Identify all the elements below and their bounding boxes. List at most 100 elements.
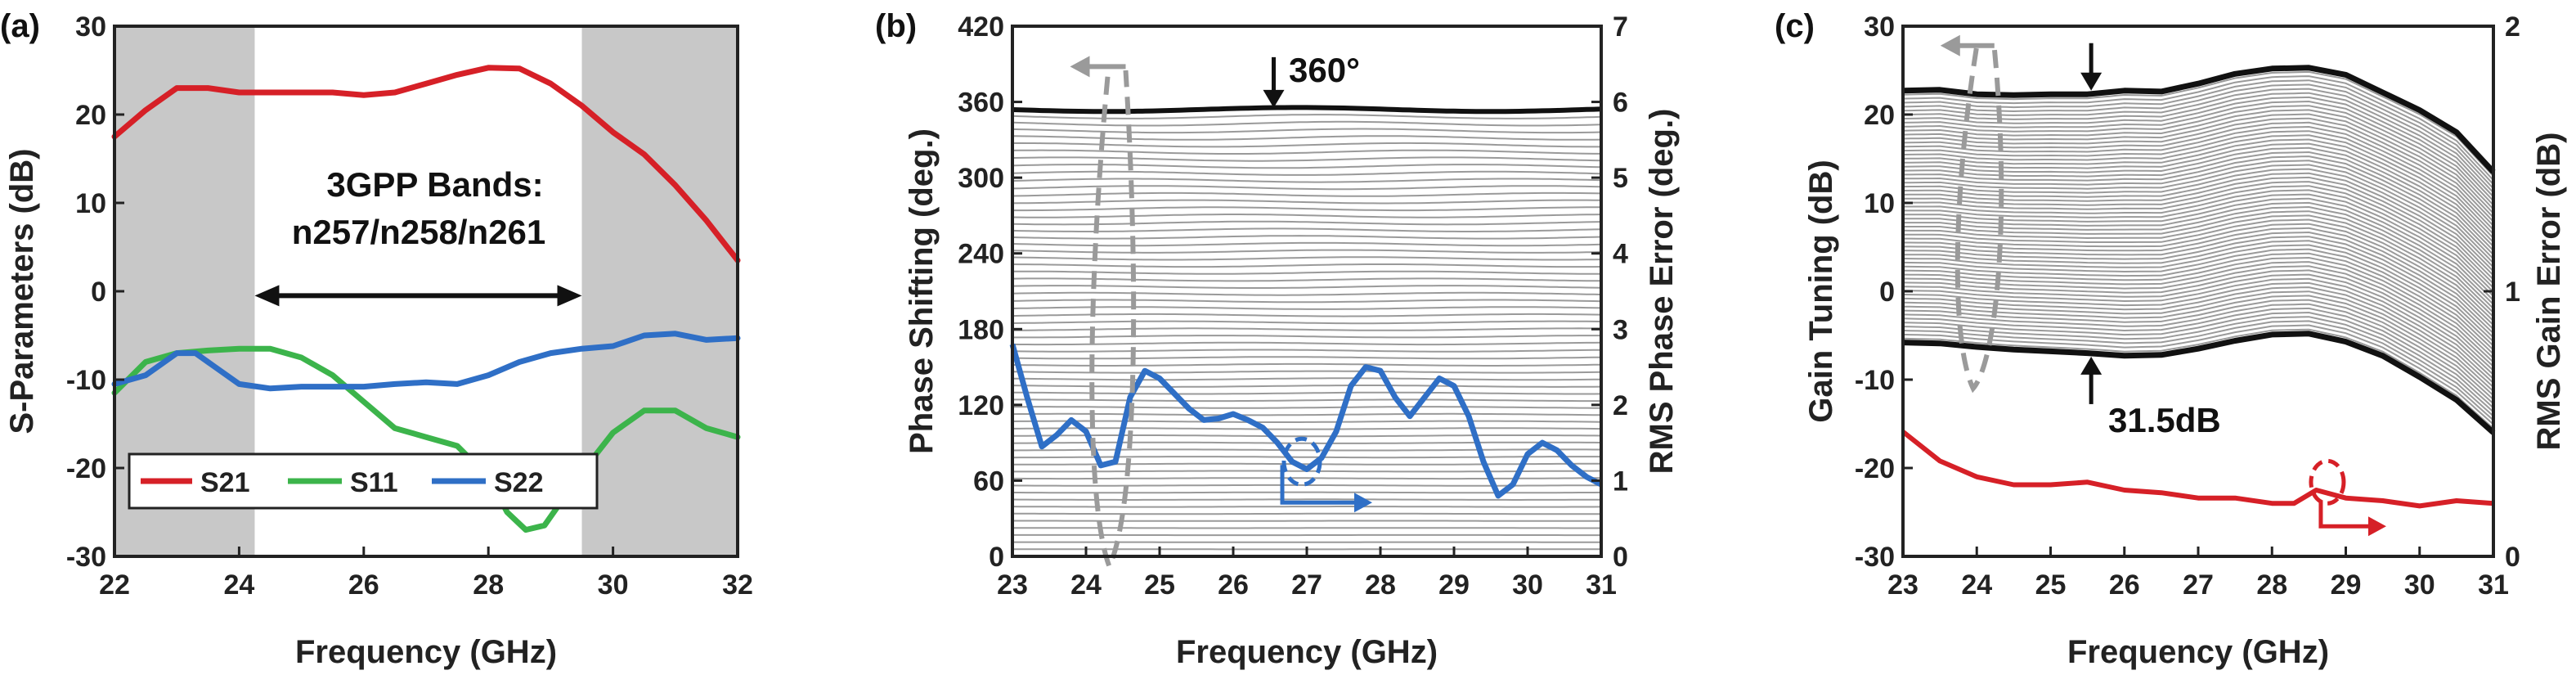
y2-tick-label: 5 — [1613, 163, 1628, 194]
panel-b-ylabel: Phase Shifting (deg.) — [904, 128, 940, 454]
shaded-band — [581, 26, 738, 556]
y2-tick-label: 2 — [2505, 11, 2520, 43]
y-tick-label: 0 — [1879, 277, 1895, 308]
gain-state-curve — [1902, 328, 2494, 430]
gain-state-curve — [1902, 295, 2494, 397]
panel-a-ticks: 22 24 26 28 30 32 -30 -20 -10 0 10 20 30 — [66, 11, 753, 601]
y-tick-label: 10 — [75, 188, 106, 219]
gain-state-curve — [1902, 303, 2494, 405]
phase-360-label: 360° — [1289, 51, 1360, 89]
legend-s11-label: S11 — [350, 467, 398, 498]
phase-state-curve — [1012, 285, 1602, 289]
panel-b-state-curves — [1012, 105, 1602, 557]
x-tick-label: 25 — [1144, 569, 1175, 601]
y-tick-label: -10 — [66, 365, 106, 396]
phase-state-curve — [1012, 385, 1602, 388]
series-s21-line — [111, 65, 741, 263]
x-tick-label: 23 — [1887, 569, 1919, 601]
y-tick-label: 300 — [958, 163, 1004, 194]
gain-range-label: 31.5dB — [2108, 401, 2221, 439]
panel-b-xlabel: Frequency (GHz) — [1176, 634, 1438, 670]
y2-tick-label: 1 — [2505, 277, 2520, 308]
phase-state-curve — [1012, 506, 1602, 508]
gain-state-curve — [1902, 70, 2494, 177]
phase-state-curve — [1012, 235, 1602, 240]
phase-state-curve — [1012, 341, 1602, 346]
panel-a-series — [111, 65, 741, 533]
x-tick-label: 26 — [1218, 569, 1249, 601]
bands-annotation-line1: 3GPP Bands: — [326, 165, 543, 204]
phase-state-curve — [1012, 377, 1602, 381]
red-arrow-head — [2367, 516, 2386, 537]
phase-state-curve — [1012, 291, 1602, 296]
phase-state-curve — [1012, 427, 1602, 430]
phase-state-curve — [1012, 398, 1601, 403]
x-tick-label: 26 — [348, 569, 379, 601]
panel-b-label: (b) — [875, 8, 917, 44]
series-s11-line — [111, 345, 741, 533]
x-tick-label: 28 — [1365, 569, 1396, 601]
series-s22-line — [111, 331, 741, 392]
x-tick-label: 30 — [1512, 569, 1543, 601]
x-tick-label: 28 — [2256, 569, 2287, 601]
phase-state-curve — [1012, 114, 1602, 119]
y2-tick-label: 0 — [2505, 542, 2520, 573]
phase-state-curve — [1012, 170, 1602, 176]
phase-state-curve — [1012, 142, 1601, 148]
gain-state-curve — [1902, 218, 2494, 322]
x-tick-label: 24 — [1070, 569, 1102, 601]
x-tick-label: 25 — [2035, 569, 2067, 601]
phase-state-curve — [1012, 156, 1602, 162]
y-tick-label: 10 — [1864, 188, 1895, 219]
y-tick-label: 420 — [958, 11, 1004, 43]
y-tick-label: 180 — [958, 314, 1004, 345]
phase-state-curve — [1012, 448, 1601, 452]
panel-a-xlabel: Frequency (GHz) — [295, 634, 557, 670]
panel-a-annotation: 3GPP Bands: n257/n258/n261 — [254, 165, 582, 307]
y-tick-label: -20 — [66, 453, 106, 484]
gain-state-curve — [1903, 160, 2494, 264]
phase-state-curve — [1012, 191, 1602, 197]
gain-state-curve — [1902, 269, 2494, 371]
y2-tick-label: 2 — [1613, 390, 1628, 421]
phase-state-curve — [1012, 362, 1602, 367]
gain-top-arrow-head — [2080, 72, 2103, 91]
gain-state-curve — [1902, 277, 2494, 380]
panel-c-state-curves — [1902, 65, 2496, 435]
phase-state-curve — [1012, 256, 1602, 261]
panel-b-y2label: RMS Phase Error (deg.) — [1644, 109, 1680, 475]
phase-state-curve — [1012, 178, 1602, 183]
phase-state-curve — [1012, 406, 1601, 409]
panel-a-ylabel: S-Parameters (dB) — [4, 148, 40, 434]
phase-state-curve — [1012, 206, 1601, 212]
y-tick-label: 30 — [1864, 11, 1895, 43]
phase-state-curve — [1012, 320, 1602, 325]
phase-state-curve — [1012, 299, 1602, 304]
x-tick-label: 24 — [223, 569, 254, 601]
y-tick-label: 20 — [1864, 100, 1895, 131]
blue-arrow-shaft — [1280, 465, 1361, 505]
phase-state-curve — [1012, 135, 1602, 141]
phase-state-curve — [1012, 249, 1602, 254]
gain-state-curve — [1902, 316, 2494, 417]
panel-c-y2label: RMS Gain Error (dB) — [2531, 133, 2567, 451]
panel-b-ticks: 23 24 25 26 27 28 29 30 310601201802403003604200… — [958, 11, 1628, 601]
gain-state-curve — [1903, 223, 2494, 326]
y-tick-label: -20 — [1855, 453, 1895, 484]
x-tick-label: 30 — [2404, 569, 2435, 601]
y2-tick-label: 0 — [1613, 542, 1628, 573]
phase-state-curve — [1012, 220, 1602, 226]
gain-state-curve — [1902, 130, 2494, 235]
x-tick-label: 29 — [1438, 569, 1470, 601]
y2-tick-label: 7 — [1613, 11, 1628, 43]
grey-arrow-head — [1940, 34, 1960, 56]
gain-state-curve — [1902, 265, 2494, 367]
x-tick-label: 24 — [1961, 569, 1992, 601]
y-tick-label: -10 — [1855, 365, 1895, 396]
gain-lower-curve — [1902, 331, 2496, 435]
gain-state-curve — [1902, 75, 2494, 181]
rms-phase-error-line — [1009, 343, 1603, 499]
legend-s22-label: S22 — [494, 467, 544, 498]
x-tick-label: 31 — [2478, 569, 2509, 601]
phase-state-curve — [1012, 214, 1602, 218]
